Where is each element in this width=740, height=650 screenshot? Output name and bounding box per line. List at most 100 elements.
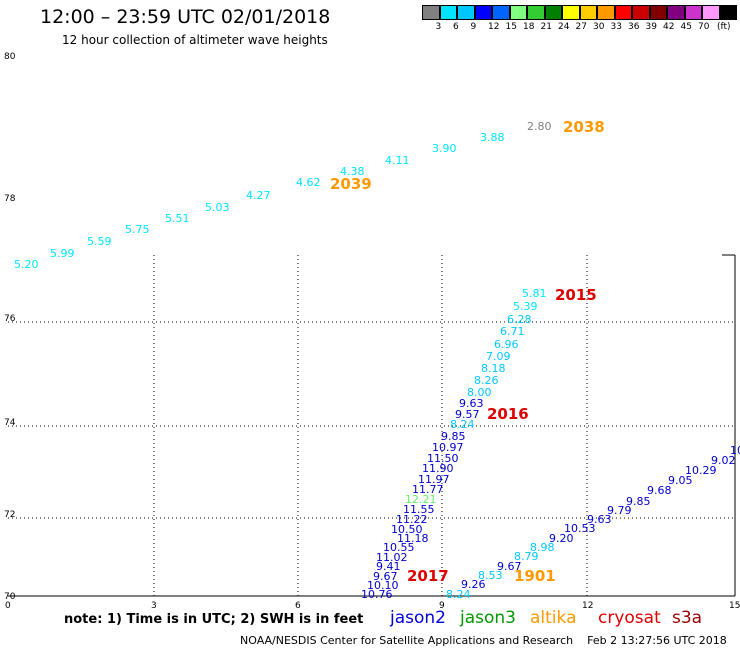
colorbar-tick-label: 12 xyxy=(488,22,500,32)
generation-timestamp: Feb 2 13:27:56 UTC 2018 xyxy=(587,634,727,647)
colorbar-swatch xyxy=(649,5,667,20)
wave-height-label: 9.57 xyxy=(455,408,480,421)
colorbar-tick-label: 27 xyxy=(575,22,587,32)
wave-height-label: 11.77 xyxy=(412,483,444,496)
colorbar-unit: (ft) xyxy=(717,22,731,32)
wave-height-label: 10 xyxy=(730,444,740,457)
pass-time-label: 2038 xyxy=(563,118,605,136)
legend-jason3: jason3 xyxy=(460,608,516,628)
wave-height-label: 9.85 xyxy=(441,430,466,443)
wave-height-label: 3.88 xyxy=(480,131,505,144)
wave-height-label: 9.63 xyxy=(459,397,484,410)
pass-time-label: 1901 xyxy=(514,567,556,585)
wave-height-label: 11.97 xyxy=(418,473,450,486)
colorbar-swatch xyxy=(719,5,737,20)
colorbar-swatch xyxy=(544,5,562,20)
x-tick-12: 12 xyxy=(582,601,594,611)
wave-height-label: 10.50 xyxy=(391,523,423,536)
wave-height-label: 4.27 xyxy=(246,189,271,202)
wave-height-label: 11.02 xyxy=(376,551,408,564)
colorbar-tick-label: 30 xyxy=(593,22,605,32)
wave-height-label: 9.26 xyxy=(461,578,486,591)
wave-height-label: 5.39 xyxy=(513,300,538,313)
wave-height-label: 11.55 xyxy=(403,503,435,516)
colorbar-swatch xyxy=(457,5,475,20)
colorbar-swatch xyxy=(614,5,632,20)
map-subtitle: 12 hour collection of altimeter wave hei… xyxy=(62,33,328,47)
wave-height-label: 11.18 xyxy=(397,532,429,545)
colorbar-swatch xyxy=(509,5,527,20)
wave-height-label: 10.53 xyxy=(564,522,596,535)
wave-height-label: 11.90 xyxy=(422,462,454,475)
wave-height-label: 5.20 xyxy=(14,258,39,271)
wave-height-label: 4.62 xyxy=(296,176,321,189)
wave-height-label: 10.55 xyxy=(383,541,415,554)
wave-height-label: 4.38 xyxy=(340,165,365,178)
pass-time-label: 2017 xyxy=(407,567,449,585)
x-tick-6: 6 xyxy=(295,601,301,611)
wave-height-label: 6.71 xyxy=(500,325,525,338)
wave-height-label: 5.59 xyxy=(87,235,112,248)
colorbar-tick-label: 21 xyxy=(540,22,552,32)
x-tick-0: 0 xyxy=(5,601,11,611)
y-tick-76: 76 xyxy=(4,314,16,324)
wave-height-label: 9.02 xyxy=(711,454,736,467)
colorbar-swatch xyxy=(562,5,580,20)
wave-height-label: 8.24 xyxy=(446,588,471,601)
legend-cryosat: cryosat xyxy=(598,608,661,628)
wave-height-label: 8.18 xyxy=(481,362,506,375)
wave-height-label: 8.00 xyxy=(467,386,492,399)
footer-credit: NOAA/NESDIS Center for Satellite Applica… xyxy=(240,634,727,647)
colorbar-swatch xyxy=(439,5,457,20)
colorbar-tick-label: 3 xyxy=(435,22,442,32)
legend-jason2: jason2 xyxy=(390,608,446,628)
wave-height-label: 11.50 xyxy=(427,452,459,465)
colorbar-tick-label: 36 xyxy=(628,22,640,32)
wave-height-label: 4.11 xyxy=(385,154,410,167)
colorbar-swatch xyxy=(474,5,492,20)
pass-time-label: 2016 xyxy=(487,405,529,423)
wave-height-label: 9.63 xyxy=(587,513,612,526)
wave-height-label: 5.03 xyxy=(205,201,230,214)
y-tick-72: 72 xyxy=(4,510,16,520)
y-tick-78: 78 xyxy=(4,194,16,204)
colorbar-swatch xyxy=(702,5,720,20)
wave-height-label: 6.28 xyxy=(507,313,532,326)
wave-height-label: 6.96 xyxy=(494,338,519,351)
x-tick-15: 15 xyxy=(729,601,740,611)
wave-height-label: 8.98 xyxy=(530,541,555,554)
colorbar-swatch xyxy=(684,5,702,20)
y-tick-74: 74 xyxy=(4,418,16,428)
colorbar-tick-label: 39 xyxy=(645,22,657,32)
wave-height-label: 5.75 xyxy=(125,223,150,236)
wave-height-label: 10.76 xyxy=(361,588,393,601)
wave-height-label: 3.90 xyxy=(432,142,457,155)
legend-altika: altika xyxy=(530,608,577,628)
wave-height-label: 9.85 xyxy=(626,495,651,508)
credit-text: NOAA/NESDIS Center for Satellite Applica… xyxy=(240,634,574,647)
y-tick-70: 70 xyxy=(4,592,16,602)
wave-height-label: 9.67 xyxy=(373,570,398,583)
colorbar-tick-label: 70 xyxy=(698,22,710,32)
units-note: note: 1) Time is in UTC; 2) SWH is in fe… xyxy=(64,612,364,627)
wave-height-label: 9.67 xyxy=(497,560,522,573)
wave-height-label: 5.51 xyxy=(165,212,190,225)
colorbar-tick-label: 42 xyxy=(663,22,675,32)
colorbar-tick-label: 33 xyxy=(610,22,622,32)
colorbar-tick-label: 18 xyxy=(523,22,535,32)
wave-height-label: 2.80 xyxy=(527,120,552,133)
wave-height-label: 7.09 xyxy=(486,350,511,363)
map-title: 12:00 – 23:59 UTC 02/01/2018 xyxy=(40,6,331,28)
x-tick-3: 3 xyxy=(151,601,157,611)
colorbar-tick-label: 45 xyxy=(680,22,692,32)
wave-height-label: 12.21 xyxy=(405,493,437,506)
wave-height-label: 9.79 xyxy=(607,504,632,517)
colorbar-swatch xyxy=(597,5,615,20)
legend-s3a: s3a xyxy=(672,608,703,628)
colorbar-tick-label: 9 xyxy=(470,22,477,32)
wave-height-label: 10.97 xyxy=(432,441,464,454)
wave-height-label: 8.79 xyxy=(514,550,539,563)
wave-height-label: 5.81 xyxy=(522,287,547,300)
colorbar-swatch xyxy=(579,5,597,20)
